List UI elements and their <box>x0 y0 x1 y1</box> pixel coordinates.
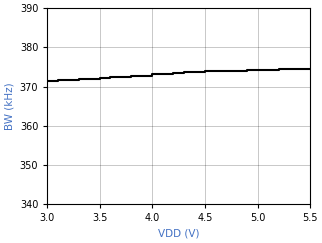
Y-axis label: BW (kHz): BW (kHz) <box>4 82 14 130</box>
X-axis label: VDD (V): VDD (V) <box>158 229 199 239</box>
